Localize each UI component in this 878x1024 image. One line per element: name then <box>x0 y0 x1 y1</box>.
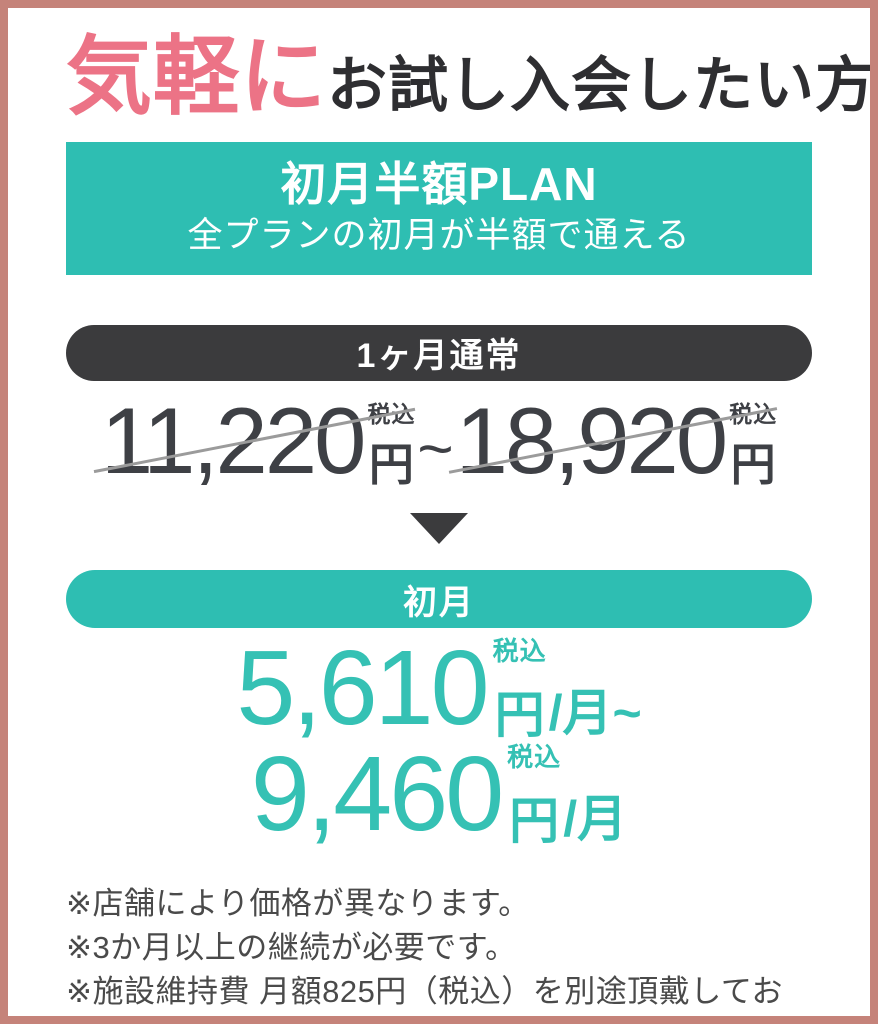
first-month-price-line1: 5,610 税込 円 /月~ <box>236 629 642 747</box>
price-high-suffix: 税込 円 <box>729 395 777 487</box>
footnote: ※施設維持費 月額825円（税込）を別途頂戴しております。 <box>66 974 783 1010</box>
headline-highlight: 気軽に <box>66 29 327 125</box>
first-month-pill: 初月 <box>66 570 812 628</box>
regular-price-row: 11,220 税込 円 ~ 18,920 税込 円 <box>66 387 812 493</box>
plan-banner-subtitle: 全プランの初月が半額で通える <box>187 215 691 255</box>
price-low-suffix: 税込 円 <box>367 395 415 487</box>
first-month-price-line2: 9,460 税込 円 /月 <box>250 735 628 853</box>
down-arrow-icon <box>410 513 468 544</box>
down-arrow-wrap <box>66 513 812 544</box>
first-month-price-high: 9,460 <box>250 735 504 853</box>
price-range-tilde: ~ <box>417 415 454 484</box>
regular-price-label: 1ヶ月通常 <box>356 337 522 376</box>
plan-banner: 初月半額PLAN 全プランの初月が半額で通える <box>66 142 812 275</box>
yen-unit: 円 <box>368 438 414 490</box>
first-month-price-low-suffix: 税込 円 <box>493 638 547 740</box>
yen-unit: 円 <box>509 793 560 849</box>
price-low-group: 11,220 税込 円 <box>93 387 416 493</box>
plan-banner-title: 初月半額PLAN <box>280 158 598 210</box>
first-month-price-high-suffix: 税込 円 <box>507 744 561 846</box>
per-month-unit: /月 <box>563 791 628 847</box>
headline-rest: お試し入会したい方！ <box>327 52 878 119</box>
page-title: 気軽にお試し入会したい方！ <box>66 34 870 120</box>
yen-unit: 円 <box>494 687 545 743</box>
tax-included-note: 税込 <box>492 636 547 666</box>
first-month-prices: 5,610 税込 円 /月~ 9,460 税込 円 /月 <box>66 629 812 853</box>
price-low-value: 11,220 <box>100 387 367 493</box>
price-high-value: 18,920 <box>455 387 729 493</box>
footnote: ※店舗により価格が異なります。 <box>66 886 530 921</box>
per-month-unit: /月~ <box>548 685 642 741</box>
regular-price-pill: 1ヶ月通常 <box>66 324 812 381</box>
footnotes: ※店舗により価格が異なります。 ※3か月以上の継続が必要です。 ※施設維持費 月… <box>66 882 812 1016</box>
footnote: ※3か月以上の継続が必要です。 <box>66 930 517 966</box>
first-month-price-low: 5,610 <box>236 629 489 747</box>
first-month-label: 初月 <box>403 583 475 622</box>
yen-unit: 円 <box>730 438 776 490</box>
price-high-group: 18,920 税込 円 <box>448 387 778 493</box>
tax-included-note: 税込 <box>507 742 562 772</box>
